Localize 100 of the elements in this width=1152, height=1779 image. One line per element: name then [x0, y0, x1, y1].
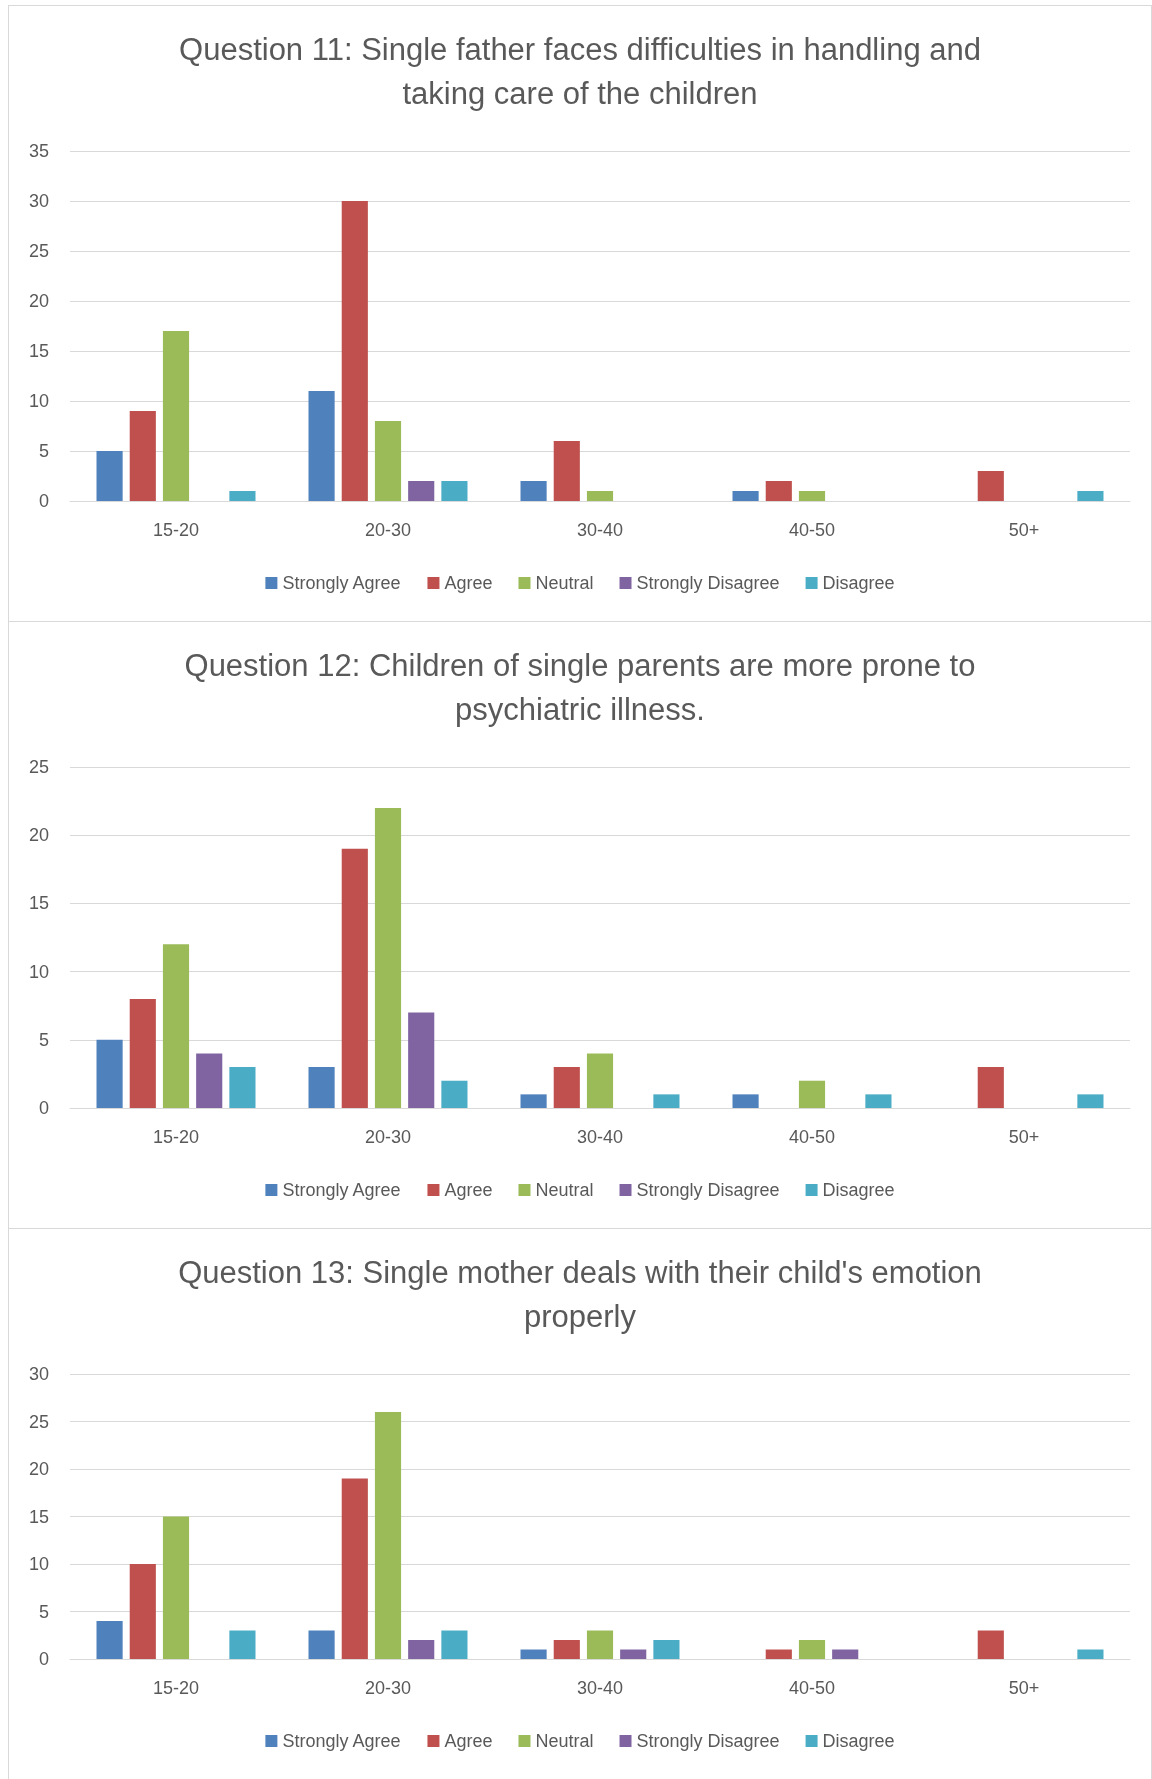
y-tick-label: 0	[38, 491, 49, 511]
legend-label: Agree	[444, 1731, 493, 1751]
chart-title: Question 13: Single mother deals with their child's emotion properly	[177, 1254, 983, 1336]
bar	[653, 1094, 680, 1108]
legend-label: Disagree	[822, 1180, 895, 1200]
y-tick-label: 5	[38, 1029, 49, 1050]
y-tick-label: 15	[28, 1506, 49, 1527]
x-tick-label: 20-30	[364, 1127, 412, 1147]
legend-label: Strongly Disagree	[636, 1731, 780, 1751]
y-tick-label: 25	[28, 241, 49, 261]
bar	[408, 481, 435, 501]
bar	[653, 1640, 680, 1659]
legend-label: Strongly Agree	[282, 1731, 401, 1751]
bar	[798, 1080, 826, 1108]
bar	[553, 1640, 580, 1659]
bar	[798, 491, 826, 501]
bar	[865, 1094, 892, 1108]
bar	[162, 1516, 190, 1659]
bar	[765, 1649, 792, 1659]
x-tick-label: 15-20	[152, 1678, 200, 1698]
y-tick-label: 30	[28, 1364, 49, 1384]
bar	[520, 481, 547, 501]
x-tick-label: 30-40	[576, 1678, 624, 1698]
x-tick-label: 50+	[1008, 1127, 1040, 1147]
legend-label: Strongly Agree	[282, 573, 401, 593]
y-tick-label: 25	[28, 1411, 49, 1432]
bar	[586, 491, 614, 501]
y-tick-label: 15	[28, 341, 49, 361]
bar	[196, 1053, 223, 1108]
bar	[129, 998, 156, 1108]
y-tick-label: 20	[28, 1459, 49, 1479]
bar	[441, 1630, 468, 1659]
chart-title: Question 12: Children of single parents are more prone to psychiatric illness.	[183, 647, 977, 729]
bar	[341, 848, 368, 1108]
bar	[586, 1053, 614, 1108]
bar	[408, 1012, 435, 1108]
bar	[798, 1640, 826, 1659]
bar	[308, 1630, 335, 1659]
bar	[341, 1478, 368, 1659]
bar	[1077, 491, 1104, 501]
x-tick-label: 30-40	[576, 1127, 624, 1147]
bar	[162, 944, 190, 1108]
legend-label: Strongly Disagree	[636, 1180, 780, 1200]
y-tick-label: 30	[28, 191, 49, 211]
bar	[832, 1649, 859, 1659]
bar	[765, 481, 792, 501]
bar	[96, 1621, 123, 1659]
legend-label: Strongly Agree	[282, 1180, 401, 1200]
legend-label: Strongly Disagree	[636, 573, 780, 593]
bar	[520, 1094, 547, 1108]
bar	[586, 1630, 614, 1659]
x-tick-label: 40-50	[788, 1127, 836, 1147]
bar	[553, 441, 580, 501]
bar	[162, 331, 190, 501]
bar	[308, 1067, 335, 1108]
legend-label: Disagree	[822, 573, 895, 593]
bar	[374, 807, 402, 1108]
legend-label: Neutral	[535, 1731, 594, 1751]
bar	[229, 1067, 256, 1108]
bar	[1077, 1094, 1104, 1108]
y-tick-label: 15	[28, 893, 49, 914]
x-tick-label: 20-30	[364, 520, 412, 540]
y-tick-label: 5	[38, 1601, 49, 1622]
legend-label: Neutral	[535, 573, 594, 593]
y-tick-label: 5	[38, 441, 49, 461]
x-tick-label: 15-20	[152, 1127, 200, 1147]
bar	[374, 1412, 402, 1659]
bar	[308, 391, 335, 501]
bar	[408, 1640, 435, 1659]
legend-label: Agree	[444, 573, 493, 593]
bar	[229, 1630, 256, 1659]
chart-title: Question 11: Single father faces difficulties in handling and taking care of the children	[178, 31, 982, 113]
bar	[732, 491, 759, 501]
bar	[620, 1649, 647, 1659]
y-tick-label: 20	[28, 825, 49, 846]
x-tick-label: 50+	[1008, 520, 1040, 540]
x-tick-label: 15-20	[152, 520, 200, 540]
bar	[977, 471, 1004, 501]
x-tick-label: 30-40	[576, 520, 624, 540]
bar	[129, 1564, 156, 1659]
bar	[129, 411, 156, 501]
bar	[441, 481, 468, 501]
y-tick-label: 0	[38, 1098, 49, 1118]
bar	[441, 1080, 468, 1108]
bar	[229, 491, 256, 501]
y-tick-label: 0	[38, 1649, 49, 1669]
bar	[374, 421, 402, 501]
y-tick-label: 25	[28, 757, 49, 777]
legend-label: Disagree	[822, 1731, 895, 1751]
y-tick-label: 10	[28, 391, 49, 411]
bar	[341, 201, 368, 501]
x-tick-label: 20-30	[364, 1678, 412, 1698]
x-tick-label: 50+	[1008, 1678, 1040, 1698]
y-tick-label: 10	[28, 961, 49, 982]
legend-label: Neutral	[535, 1180, 594, 1200]
legend-label: Agree	[444, 1180, 493, 1200]
x-tick-label: 40-50	[788, 520, 836, 540]
bar	[732, 1094, 759, 1108]
bar	[553, 1067, 580, 1108]
x-tick-label: 40-50	[788, 1678, 836, 1698]
